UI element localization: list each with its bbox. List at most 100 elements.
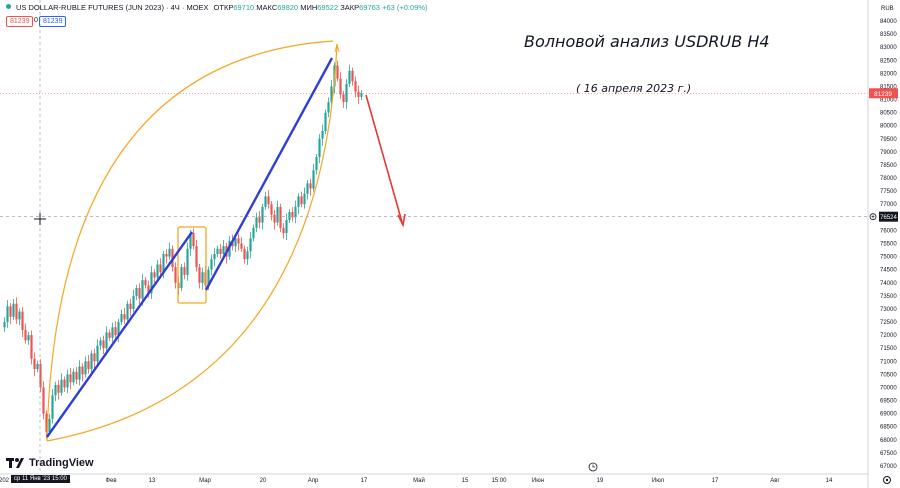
x-tick-label: 15:00 [491, 478, 507, 484]
candle-body [288, 212, 291, 220]
drawings [0, 0, 868, 474]
currency-label: RUB [881, 6, 894, 12]
y-tick-label: 80000 [880, 124, 897, 130]
candle-body [246, 251, 249, 260]
settings-gear-icon[interactable] [883, 476, 891, 484]
candle-body [186, 248, 189, 275]
candle-body [312, 170, 315, 189]
candle-body [360, 93, 363, 97]
candle-body [168, 248, 171, 257]
impulse-line-1 [46, 231, 193, 438]
arc-upper [46, 40, 334, 442]
candle-body [264, 196, 267, 207]
candle-body [99, 340, 102, 346]
candle-body [345, 83, 348, 103]
candle-body [213, 253, 216, 260]
candle-body [222, 246, 225, 254]
candle-body [339, 78, 342, 95]
candle-body [132, 295, 135, 309]
candle-body [261, 206, 264, 223]
symbol-title[interactable]: US DOLLAR-RUBLE FUTURES (JUN 2023) · 4Ч … [16, 3, 209, 12]
candle-body [165, 253, 168, 257]
candle-body [336, 65, 339, 79]
candle-body [120, 314, 123, 323]
crosshair-time-label: ср 11 Янв '23 15:00 [11, 475, 70, 483]
clock-icon [588, 462, 598, 472]
candle-body [156, 264, 159, 278]
x-tick-label: Апр [308, 478, 319, 484]
y-tick-label: 81000 [880, 98, 897, 104]
x-tick-label: 202 [0, 478, 10, 484]
candle-body [141, 280, 144, 299]
y-tick-label: 69000 [880, 412, 897, 418]
candle-body [255, 217, 258, 228]
candle-body [219, 248, 222, 254]
candle-body [282, 227, 285, 234]
y-tick-label: 71000 [880, 359, 897, 365]
plus-icon [871, 215, 875, 219]
candle-body [216, 248, 219, 254]
candle-body [357, 91, 360, 97]
buy-price-button[interactable]: 81239 [39, 16, 67, 27]
x-tick-label: 14 [826, 478, 833, 484]
candle-body [108, 332, 111, 338]
y-tick-label: 71500 [880, 346, 897, 352]
candle-body [57, 384, 60, 393]
candle-body [135, 288, 138, 296]
candle-body [330, 86, 333, 103]
crosshair-price-tag-label: 76524 [880, 215, 897, 221]
last-price-tag [869, 88, 898, 99]
candle-body [105, 332, 108, 349]
crosshair-price-tag [879, 211, 898, 222]
candle-body [243, 248, 246, 260]
analysis-date: ( 16 апреля 2023 г.) [576, 82, 692, 95]
last-price-tag-label: 81239 [874, 91, 892, 98]
candle-body [306, 183, 309, 194]
x-tick-label: 17 [361, 478, 368, 484]
candle-body [3, 322, 6, 328]
candle-body [183, 267, 186, 275]
y-tick-label: 79000 [880, 150, 897, 156]
x-tick-label: 20 [260, 478, 267, 484]
candle-body [294, 206, 297, 218]
y-tick-label: 78500 [880, 163, 897, 169]
candle-body [303, 193, 306, 205]
candle-body [201, 272, 204, 283]
candle-body [27, 335, 30, 341]
candle-body [30, 335, 33, 359]
y-tick-label: 74000 [880, 281, 897, 287]
x-tick-label: Фев [105, 478, 116, 484]
tradingview-label: TradingView [29, 457, 94, 469]
y-tick-label: 76000 [880, 228, 897, 234]
candle-body [12, 303, 15, 317]
sell-price-button[interactable]: 81239 [6, 16, 34, 27]
candle-body [147, 285, 150, 294]
x-tick-label: Авг [770, 478, 780, 484]
candle-body [276, 206, 279, 223]
candle-body [138, 288, 141, 299]
candle-body [48, 418, 51, 432]
candle-body [51, 395, 54, 419]
candle-body [351, 70, 354, 82]
clock-hands-icon [592, 464, 595, 468]
impulse-line-2 [204, 57, 334, 291]
candle-body [84, 361, 87, 375]
candle-body [129, 303, 132, 309]
tradingview-logo[interactable]: TradingView [6, 457, 94, 469]
candle-body [162, 253, 165, 273]
analysis-title: Волновой анализ USDRUB H4 [524, 32, 770, 51]
candle-body [21, 311, 24, 330]
candle-body [153, 272, 156, 278]
candle-body [78, 366, 81, 380]
candle-body [33, 358, 36, 370]
candle-body [342, 94, 345, 103]
y-tick-label: 82500 [880, 58, 897, 64]
candle-body [114, 327, 117, 336]
candle-body [324, 112, 327, 131]
y-tick-label: 74500 [880, 268, 897, 274]
candle-body [291, 212, 294, 218]
candle-body [309, 183, 312, 189]
spread-value: 0 [34, 17, 38, 24]
candle-body [90, 353, 93, 370]
